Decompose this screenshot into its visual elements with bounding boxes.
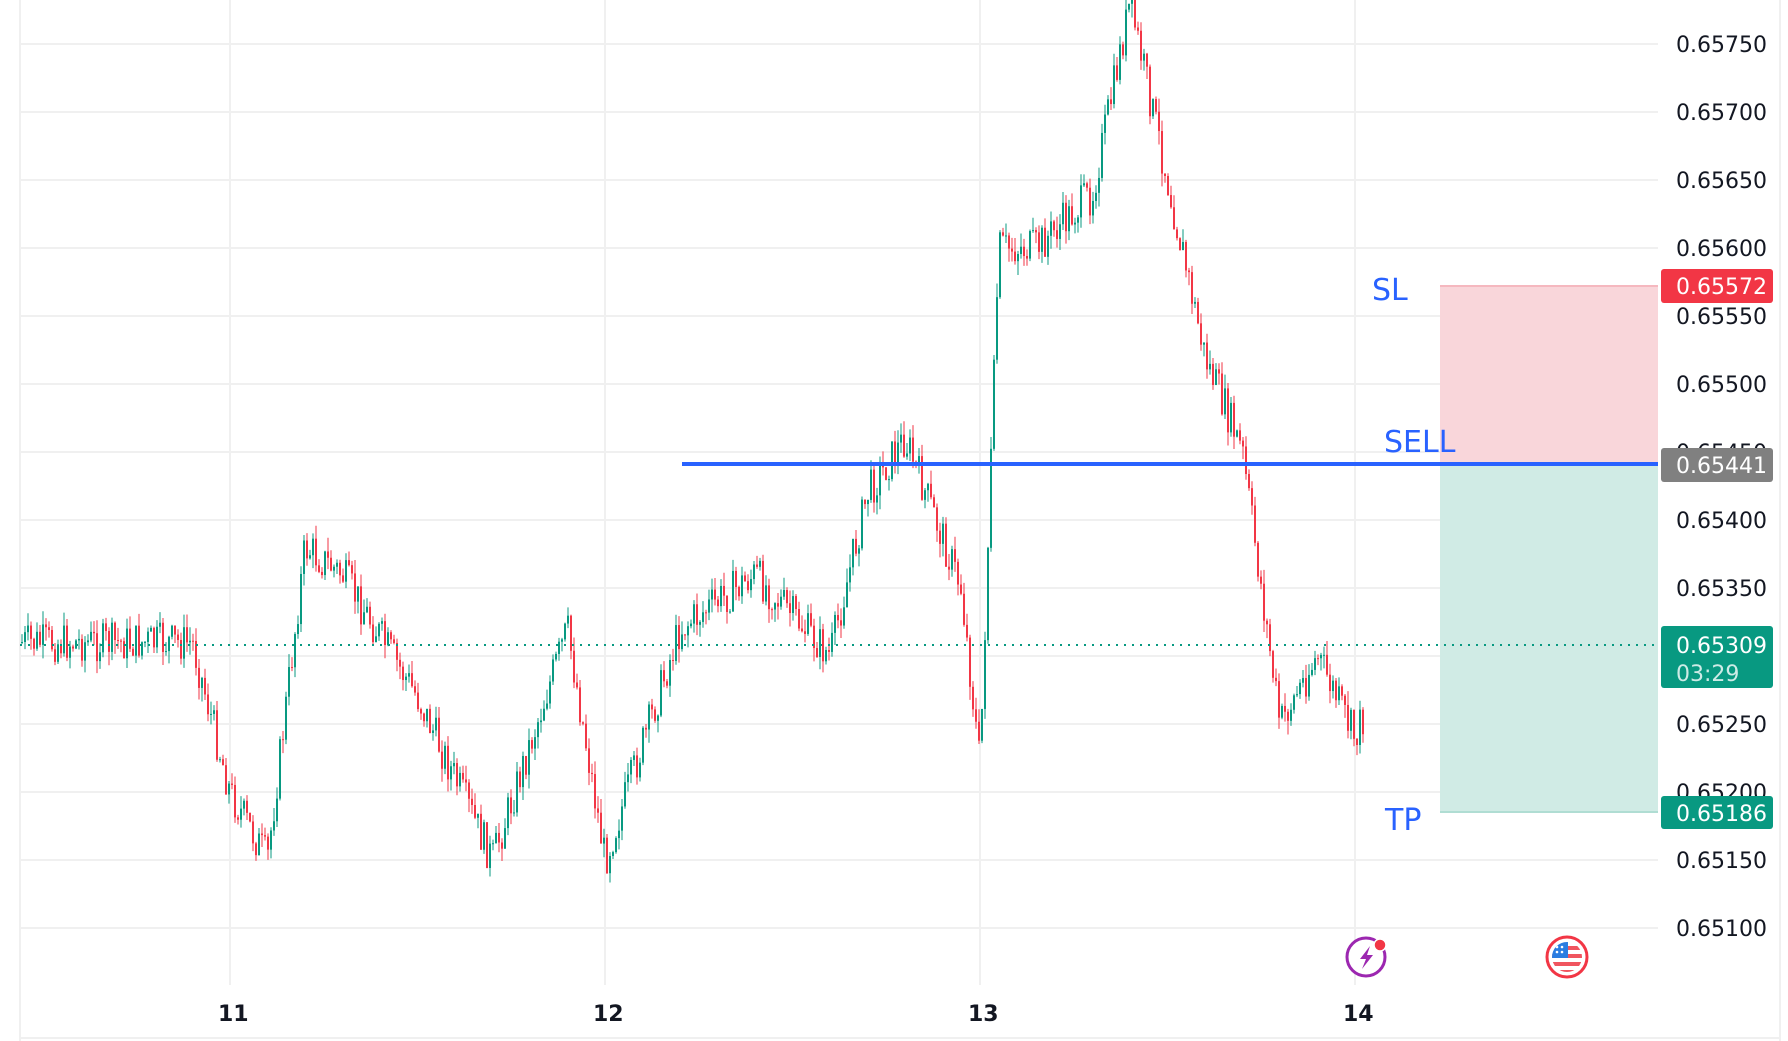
svg-text:0.65309: 0.65309: [1676, 634, 1767, 659]
stop-loss-zone[interactable]: [1440, 286, 1658, 464]
price-axis[interactable]: 0.65750 0.65700 0.65650 0.65600 0.65550 0.655…: [1676, 33, 1767, 942]
price-axis-label: 0.65600: [1676, 237, 1767, 262]
entry-price-tag: 0.65441: [1661, 448, 1773, 482]
svg-text:0.65572: 0.65572: [1676, 275, 1767, 300]
price-axis-label: 0.65400: [1676, 509, 1767, 534]
svg-text:0.65441: 0.65441: [1676, 454, 1767, 479]
sell-annotation[interactable]: SELL: [1384, 425, 1456, 460]
horizontal-gridlines: [20, 43, 1658, 929]
price-axis-label: 0.65350: [1676, 577, 1767, 602]
sl-annotation[interactable]: SL: [1372, 273, 1408, 308]
svg-text:03:29: 03:29: [1676, 662, 1739, 687]
price-axis-label: 0.65250: [1676, 713, 1767, 738]
take-profit-zone[interactable]: [1440, 465, 1658, 812]
us-flag-icon[interactable]: [1545, 935, 1589, 979]
tp-annotation[interactable]: TP: [1384, 803, 1421, 838]
price-axis-label: 0.65700: [1676, 101, 1767, 126]
vertical-gridlines: [229, 0, 1356, 985]
price-axis-label: 0.65150: [1676, 849, 1767, 874]
price-axis-label: 0.65550: [1676, 305, 1767, 330]
price-axis-label: 0.65500: [1676, 373, 1767, 398]
lightning-event-icon[interactable]: [1345, 936, 1387, 978]
last-price-tag: 0.65309 03:29: [1661, 626, 1773, 688]
tp-price-tag: 0.65186: [1661, 796, 1773, 829]
price-axis-label: 0.65650: [1676, 169, 1767, 194]
svg-text:0.65186: 0.65186: [1676, 802, 1767, 827]
time-axis-label: 14: [1343, 1002, 1374, 1027]
price-axis-label: 0.65100: [1676, 917, 1767, 942]
time-axis-label: 12: [593, 1002, 624, 1027]
candlestick-series[interactable]: [21, 0, 1364, 883]
time-axis-label: 11: [218, 1002, 249, 1027]
sl-price-tag: 0.65572: [1661, 269, 1773, 303]
price-axis-label: 0.65750: [1676, 33, 1767, 58]
time-axis[interactable]: 11 12 13 14: [218, 1002, 1374, 1027]
time-axis-label: 13: [968, 1002, 999, 1027]
